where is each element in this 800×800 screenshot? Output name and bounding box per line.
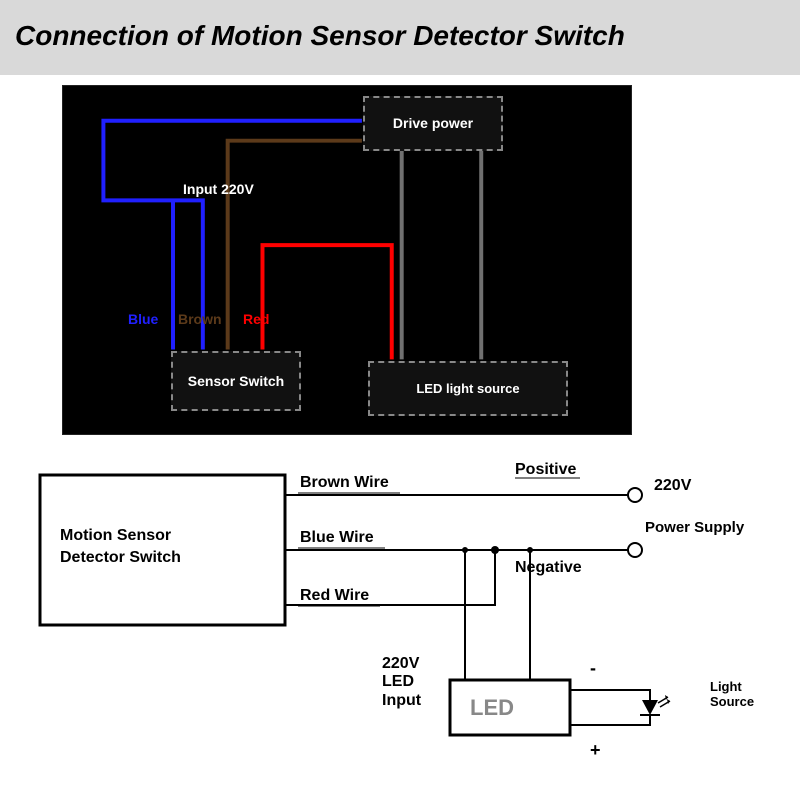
terminal-positive (628, 488, 642, 502)
led-source-box: LED light source (368, 361, 568, 416)
page-title: Connection of Motion Sensor Detector Swi… (15, 20, 785, 52)
schematic-led-out-bot (570, 715, 650, 725)
wire-label-brown-2: Brown Wire (300, 474, 389, 492)
wiring-schematic-light: Motion Sensor Detector Switch LED Brown … (20, 455, 780, 775)
wire-label-red: Red (243, 311, 269, 327)
junction-dot (491, 546, 499, 554)
wire-label-red-2: Red Wire (300, 587, 369, 605)
plus-label: + (590, 740, 601, 761)
led-source-label: LED light source (416, 381, 519, 397)
sensor-switch-label: Sensor Switch (188, 373, 284, 390)
positive-label: Positive (515, 461, 576, 479)
drive-power-label: Drive power (393, 115, 473, 132)
wire-label-blue-2: Blue Wire (300, 529, 374, 547)
power-supply-label: Power Supply (645, 519, 744, 536)
led-input-label: 220V LED Input (382, 655, 421, 710)
drive-power-box: Drive power (363, 96, 503, 151)
header-bar: Connection of Motion Sensor Detector Swi… (0, 0, 800, 75)
minus-label: - (590, 658, 596, 679)
led-box-label: LED (470, 695, 514, 720)
input-220v-label: Input 220V (183, 181, 254, 197)
schematic-led-out-top (570, 690, 650, 700)
negative-label: Negative (515, 559, 582, 577)
junction-dot-2 (462, 547, 468, 553)
v220-label: 220V (654, 477, 691, 495)
terminal-negative (628, 543, 642, 557)
schematic-svg (20, 455, 780, 775)
wire-label-blue: Blue (128, 311, 158, 327)
junction-dot-3 (527, 547, 533, 553)
diode-icon (640, 695, 670, 715)
motion-sensor-label: Motion Sensor Detector Switch (60, 525, 181, 570)
wire-label-brown: Brown (178, 311, 222, 327)
wire-red (262, 245, 391, 359)
light-source-label: Light Source (710, 680, 754, 710)
sensor-switch-box: Sensor Switch (171, 351, 301, 411)
wiring-diagram-dark: Drive power Sensor Switch LED light sour… (62, 85, 632, 435)
